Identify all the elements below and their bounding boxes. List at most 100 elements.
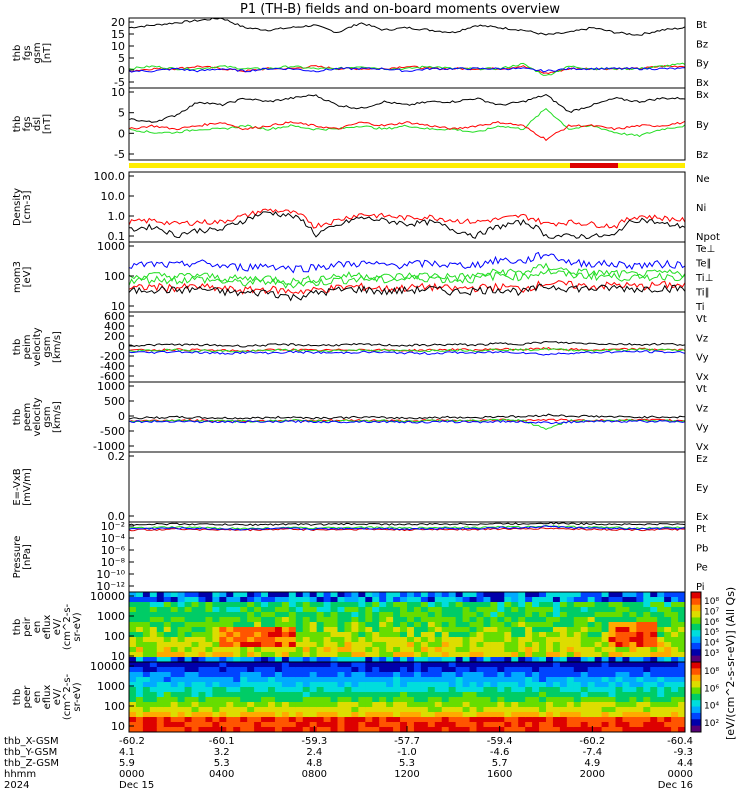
colorbar-tick-label: 10⁶ [704, 618, 719, 628]
spectrogram-cell [448, 607, 457, 613]
x-tick-label: -1.0 [397, 747, 417, 758]
spectrogram-cell [316, 617, 325, 623]
spectrogram-cell [254, 707, 262, 713]
spectrogram-cell [344, 687, 352, 693]
panel-frame [128, 87, 686, 161]
spectrogram-cell [177, 647, 186, 653]
spectrogram-cell [323, 607, 332, 613]
spectrogram-cell [163, 617, 172, 623]
spectrogram-cell [580, 602, 589, 608]
y-tick-label: 10000 [90, 590, 125, 603]
spectrogram-cell [497, 677, 505, 683]
spectrogram-cell [142, 592, 151, 598]
spectrogram-cell [281, 652, 290, 658]
spectrogram-cell [532, 637, 540, 643]
spectrogram-cell [601, 702, 610, 708]
spectrogram-cell [629, 627, 637, 633]
spectrogram-cell [226, 637, 234, 643]
spectrogram-cell [337, 712, 345, 718]
spectrogram-cell [448, 682, 457, 688]
spectrogram-cell [295, 632, 304, 638]
spectrogram-cell [316, 622, 325, 628]
spectrogram-cell [559, 712, 568, 718]
spectrogram-cell [309, 692, 318, 698]
spectrogram-cell [434, 602, 443, 608]
spectrogram-cell [226, 622, 234, 628]
spectrogram-cell [309, 697, 318, 703]
spectrogram-cell [170, 702, 179, 708]
spectrogram-cell [142, 612, 151, 618]
spectrogram-cell [170, 627, 179, 633]
spectrogram-cell [379, 637, 387, 643]
spectrogram-cell [629, 652, 637, 658]
spectrogram-cell [483, 662, 491, 668]
spectrogram-cell [393, 617, 401, 623]
spectrogram-cell [420, 622, 429, 628]
spectrogram-cell [573, 722, 582, 728]
spectrogram-cell [629, 722, 637, 728]
spectrogram-cell [219, 712, 227, 718]
spectrogram-cell [559, 642, 568, 648]
spectrogram-cell [434, 712, 443, 718]
spectrogram-cell [546, 607, 554, 613]
spectrogram-cell [643, 612, 651, 618]
y-tick-label: 100 [104, 270, 125, 283]
spectrogram-cell [601, 627, 610, 633]
spectrogram-cell [573, 602, 582, 608]
spectrogram-cell [170, 657, 179, 663]
spectrogram-cell [170, 632, 179, 638]
spectrogram-cell [226, 647, 234, 653]
spectrogram-cell [407, 592, 415, 598]
spectrogram-cell [295, 717, 304, 723]
spectrogram-cell [191, 657, 199, 663]
spectrogram-cell [441, 672, 450, 678]
y-axis-label: sr-eV) [72, 612, 83, 641]
spectrogram-cell [615, 632, 623, 638]
spectrogram-cell [525, 697, 533, 703]
spectrogram-cell [261, 652, 269, 658]
spectrogram-cell [483, 637, 491, 643]
spectrogram-cell [490, 647, 498, 653]
spectrogram-cell [288, 617, 297, 623]
spectrogram-cell [386, 642, 394, 648]
spectrogram-cell [636, 652, 644, 658]
spectrogram-cell [261, 617, 269, 623]
spectrogram-cell [504, 722, 512, 728]
spectrogram-cell [434, 657, 443, 663]
spectrogram-cell [233, 687, 241, 693]
series-line-Vy [128, 347, 686, 353]
spectrogram-cell [476, 702, 484, 708]
spectrogram-cell [372, 662, 380, 668]
spectrogram-cell [434, 652, 443, 658]
series-line-Vx [128, 350, 686, 356]
spectrogram-cell [629, 657, 637, 663]
spectrogram-cell [608, 597, 616, 603]
spectrogram-cell [587, 647, 596, 653]
spectrogram-cell [261, 627, 269, 633]
spectrogram-cell [420, 677, 429, 683]
spectrogram-cell [233, 592, 241, 598]
x-axis-row-label: 2024 [4, 780, 29, 791]
spectrogram-cell [476, 687, 484, 693]
spectrogram-cell [546, 617, 554, 623]
spectrogram-cell [573, 682, 582, 688]
spectrogram-cell [532, 687, 540, 693]
colorbar-swatch [691, 617, 701, 625]
spectrogram-cell [566, 677, 575, 683]
spectrogram-cell [129, 632, 137, 638]
spectrogram-cell [274, 697, 283, 703]
spectrogram-cell [274, 712, 283, 718]
spectrogram-cell [532, 697, 540, 703]
spectrogram-cell [420, 697, 429, 703]
spectrogram-cell [587, 602, 596, 608]
spectrogram-cell [420, 702, 429, 708]
spectrogram-cell [657, 602, 665, 608]
spectrogram-cell [546, 722, 554, 728]
spectrogram-cell [233, 727, 241, 733]
x-tick-label: 4.1 [119, 747, 135, 758]
colorbar-swatch [691, 598, 701, 606]
spectrogram-cell [427, 697, 436, 703]
